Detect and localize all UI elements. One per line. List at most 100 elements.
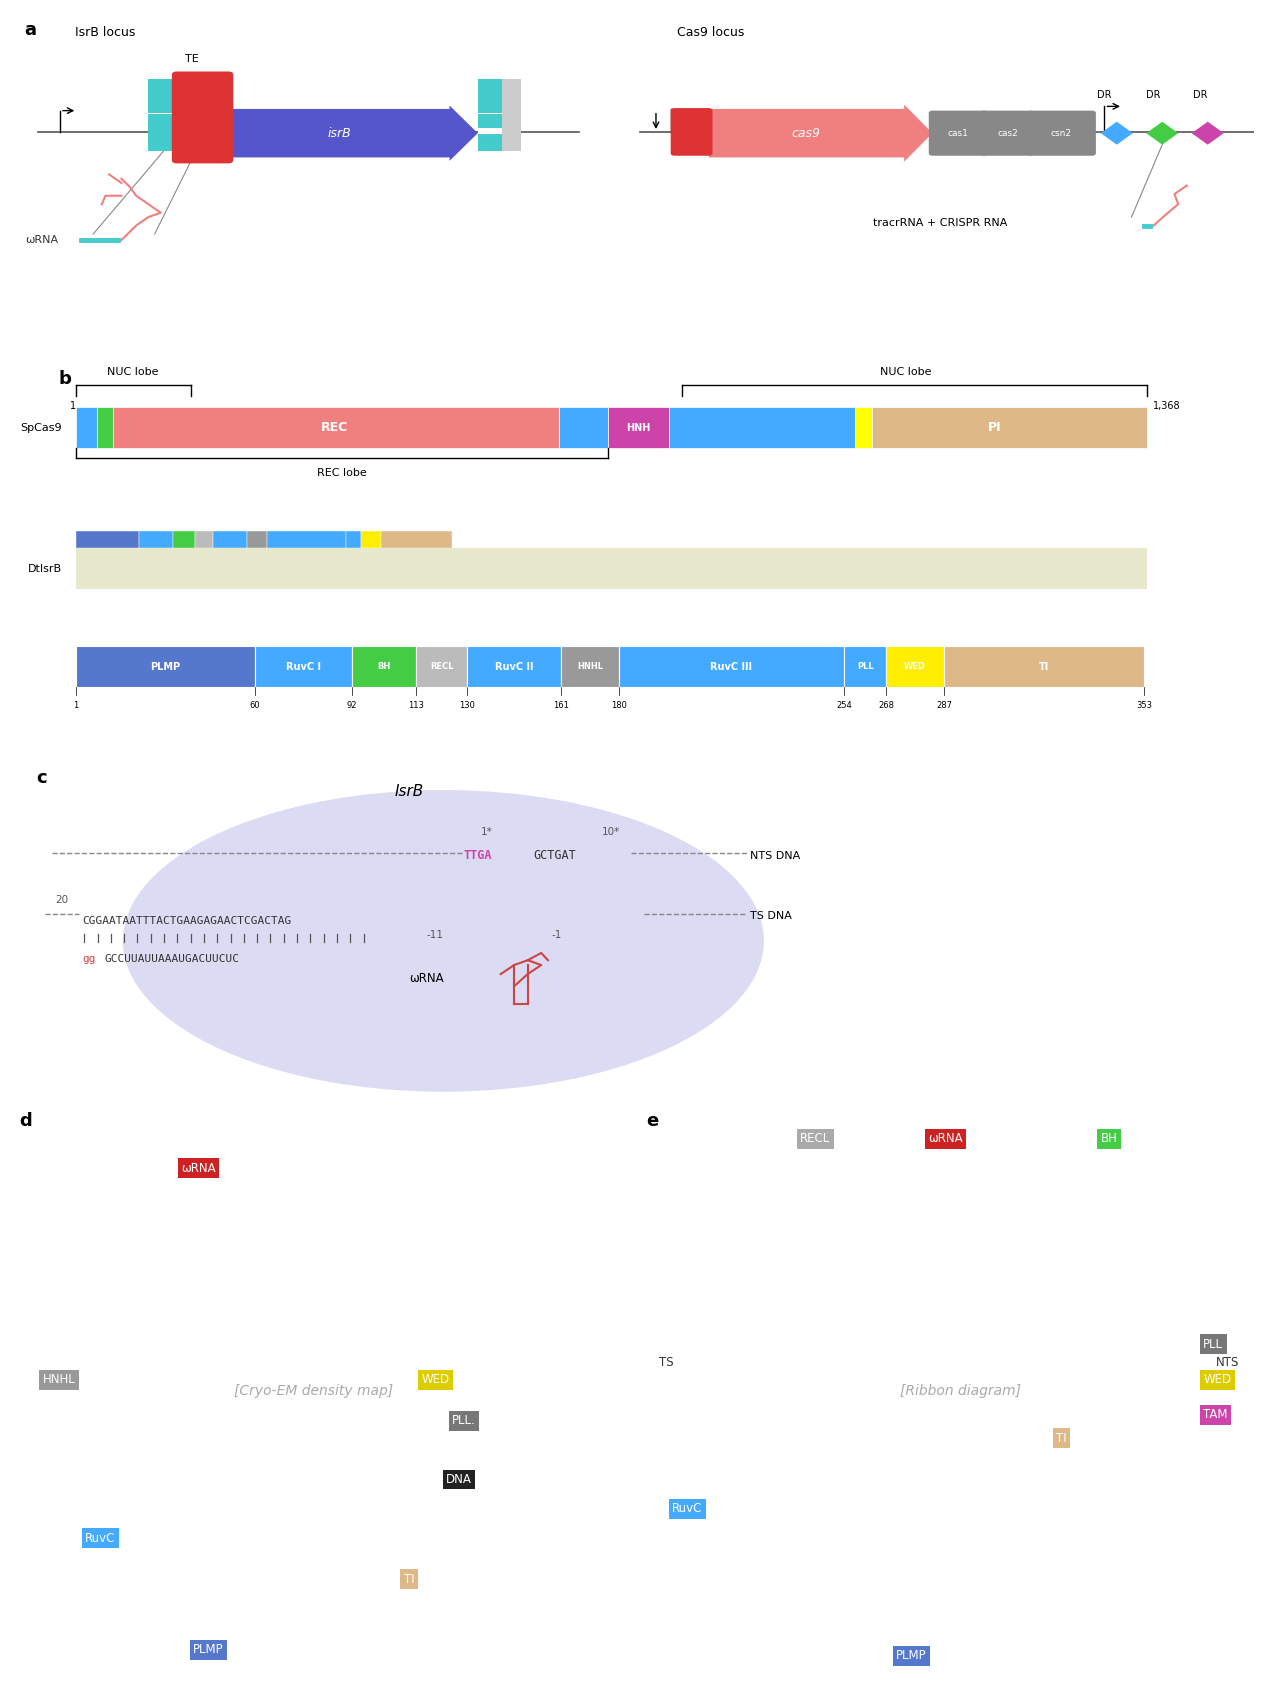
FancyBboxPatch shape xyxy=(76,548,1147,589)
Text: d: d xyxy=(19,1113,32,1130)
FancyBboxPatch shape xyxy=(361,531,381,548)
Text: ωRNA: ωRNA xyxy=(410,972,444,985)
Text: 130: 130 xyxy=(460,701,475,710)
Text: -11: -11 xyxy=(426,929,443,940)
FancyBboxPatch shape xyxy=(196,531,214,548)
Text: NTS: NTS xyxy=(1216,1355,1239,1368)
Text: BH: BH xyxy=(1101,1132,1117,1145)
FancyBboxPatch shape xyxy=(97,407,114,448)
Text: NTS DNA: NTS DNA xyxy=(750,851,801,861)
Text: TS: TS xyxy=(659,1355,673,1368)
Text: IsrB: IsrB xyxy=(396,785,424,798)
Text: [Cryo-EM density map]: [Cryo-EM density map] xyxy=(234,1384,393,1399)
Text: TE: TE xyxy=(184,54,198,63)
Text: CGGAATAATTTACTGAAGAGAACTCGACTAG: CGGAATAATTTACTGAAGAGAACTCGACTAG xyxy=(82,916,292,926)
FancyBboxPatch shape xyxy=(477,114,502,151)
Text: 353: 353 xyxy=(1137,701,1152,710)
Text: TI: TI xyxy=(1056,1431,1066,1445)
Text: RuvC III: RuvC III xyxy=(710,662,753,672)
Text: IsrB locus: IsrB locus xyxy=(74,26,136,39)
Text: GCTGAT: GCTGAT xyxy=(532,849,576,861)
FancyBboxPatch shape xyxy=(886,647,943,688)
FancyBboxPatch shape xyxy=(980,111,1034,157)
Text: BH: BH xyxy=(378,662,390,671)
FancyBboxPatch shape xyxy=(381,531,452,548)
Text: PLMP: PLMP xyxy=(193,1642,224,1656)
Text: gg: gg xyxy=(82,955,96,963)
Text: PLL: PLL xyxy=(1203,1338,1224,1351)
Text: cas2: cas2 xyxy=(997,129,1018,138)
Polygon shape xyxy=(709,106,932,162)
Text: RECL: RECL xyxy=(430,662,453,671)
Text: TI: TI xyxy=(404,1573,415,1586)
FancyBboxPatch shape xyxy=(148,114,177,151)
FancyBboxPatch shape xyxy=(76,407,97,448)
FancyBboxPatch shape xyxy=(76,531,138,548)
FancyBboxPatch shape xyxy=(346,531,361,548)
FancyBboxPatch shape xyxy=(671,109,713,157)
Text: 161: 161 xyxy=(553,701,570,710)
Polygon shape xyxy=(1101,123,1133,145)
Text: TS DNA: TS DNA xyxy=(750,911,792,921)
Text: SpCas9: SpCas9 xyxy=(20,422,61,432)
Text: REC: REC xyxy=(321,422,348,434)
Text: ωRNA: ωRNA xyxy=(928,1132,963,1145)
Text: PI: PI xyxy=(987,422,1001,434)
Text: 1*: 1* xyxy=(480,827,493,837)
Polygon shape xyxy=(1192,123,1224,145)
Ellipse shape xyxy=(123,790,764,1091)
Text: 287: 287 xyxy=(936,701,952,710)
FancyBboxPatch shape xyxy=(620,647,844,688)
Text: DR: DR xyxy=(1147,90,1161,100)
Text: 254: 254 xyxy=(836,701,851,710)
Text: TI: TI xyxy=(1039,662,1050,672)
Text: [Ribbon diagram]: [Ribbon diagram] xyxy=(900,1384,1020,1399)
Text: PLMP: PLMP xyxy=(150,662,180,672)
Text: RuvC II: RuvC II xyxy=(495,662,534,672)
FancyBboxPatch shape xyxy=(352,647,416,688)
Text: DR: DR xyxy=(1193,90,1207,100)
Text: 92: 92 xyxy=(347,701,357,710)
FancyBboxPatch shape xyxy=(558,407,608,448)
Text: isrB: isrB xyxy=(328,126,351,140)
Text: 1: 1 xyxy=(73,701,78,710)
Text: cas9: cas9 xyxy=(791,126,820,140)
Text: ωRNA: ωRNA xyxy=(26,235,59,245)
Text: csn2: csn2 xyxy=(1051,129,1071,138)
Text: GCCUUAUUAAAUGACUUCUC: GCCUUAUUAAAUGACUUCUC xyxy=(105,955,239,963)
FancyBboxPatch shape xyxy=(943,647,1144,688)
FancyBboxPatch shape xyxy=(467,647,562,688)
Text: 113: 113 xyxy=(408,701,424,710)
Text: a: a xyxy=(24,22,36,39)
Text: c: c xyxy=(36,769,47,786)
Text: e: e xyxy=(646,1113,659,1130)
Text: DtIsrB: DtIsrB xyxy=(27,563,61,574)
Text: 20: 20 xyxy=(55,895,68,905)
Text: RuvC: RuvC xyxy=(672,1503,703,1515)
Text: 268: 268 xyxy=(878,701,895,710)
Text: NUC lobe: NUC lobe xyxy=(881,368,932,378)
FancyBboxPatch shape xyxy=(148,80,177,112)
FancyBboxPatch shape xyxy=(669,407,855,448)
Text: NUC lobe: NUC lobe xyxy=(106,368,157,378)
Text: Cas9 locus: Cas9 locus xyxy=(677,26,744,39)
Text: b: b xyxy=(59,369,72,388)
FancyBboxPatch shape xyxy=(608,407,669,448)
Polygon shape xyxy=(228,106,477,162)
Text: DNA: DNA xyxy=(445,1472,472,1486)
FancyBboxPatch shape xyxy=(562,647,620,688)
Text: TTGA: TTGA xyxy=(463,849,492,861)
FancyBboxPatch shape xyxy=(416,647,467,688)
Text: WED: WED xyxy=(1203,1374,1231,1385)
FancyBboxPatch shape xyxy=(214,531,247,548)
Text: PLMP: PLMP xyxy=(896,1649,927,1663)
FancyBboxPatch shape xyxy=(173,531,196,548)
FancyBboxPatch shape xyxy=(929,111,988,157)
Text: WED: WED xyxy=(904,662,927,671)
FancyBboxPatch shape xyxy=(172,71,233,163)
Text: RuvC: RuvC xyxy=(84,1532,115,1545)
Text: 60: 60 xyxy=(250,701,260,710)
Text: 1: 1 xyxy=(70,402,77,412)
Text: PLL.: PLL. xyxy=(452,1414,476,1428)
FancyBboxPatch shape xyxy=(76,647,255,688)
